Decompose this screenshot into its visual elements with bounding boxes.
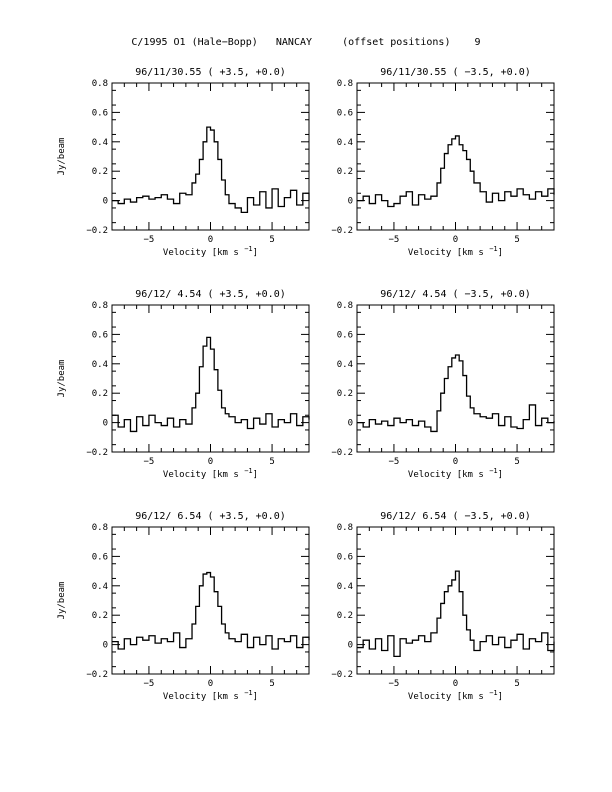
y-tick-label: 0.4 — [92, 582, 108, 592]
x-tick-label: 0 — [208, 679, 213, 689]
panel-title: 96/12/ 4.54 ( +3.5, +0.0) — [135, 289, 286, 300]
plot-frame — [111, 82, 310, 231]
x-axis-label: Velocity [km s −1] — [408, 467, 503, 480]
y-tick-label: 0.6 — [92, 552, 108, 562]
y-tick-label: 0.2 — [337, 389, 353, 399]
y-tick-label: 0.2 — [337, 167, 353, 177]
y-tick-label: 0.2 — [337, 611, 353, 621]
x-tick-label: −5 — [389, 679, 400, 689]
x-axis-label: Velocity [km s −1] — [408, 689, 503, 702]
y-tick-label: −0.2 — [86, 670, 108, 680]
x-tick-label: −5 — [389, 235, 400, 245]
y-tick-label: 0.6 — [92, 330, 108, 340]
x-tick-label: 0 — [208, 235, 213, 245]
y-tick-label: 0.4 — [337, 138, 353, 148]
spectrum-line — [112, 571, 310, 650]
y-tick-label: 0.2 — [92, 611, 108, 621]
panel-5: 96/12/ 6.54 ( +3.5, +0.0) −5 0 5 −0.2 0 0.2 0.4… — [57, 511, 310, 702]
spectrum-line — [357, 354, 555, 433]
x-tick-label: 0 — [453, 457, 458, 467]
y-tick-label: 0.6 — [337, 330, 353, 340]
x-tick-label: 5 — [514, 679, 519, 689]
y-tick-label: 0.8 — [92, 523, 108, 533]
y-tick-label: 0.6 — [337, 108, 353, 118]
y-tick-label: −0.2 — [331, 226, 353, 236]
panel-title: 96/12/ 6.54 ( −3.5, +0.0) — [380, 511, 531, 522]
plot-frame — [356, 526, 555, 675]
x-tick-label: 5 — [514, 457, 519, 467]
spectrum-line — [112, 336, 310, 433]
page-title: C/1995 O1 (Hale−Bopp) NANCAY (offset pos… — [131, 37, 481, 48]
y-tick-label: 0.4 — [92, 138, 108, 148]
x-tick-label: −5 — [144, 457, 155, 467]
panel-title: 96/12/ 4.54 ( −3.5, +0.0) — [380, 289, 531, 300]
y-tick-label: 0.6 — [92, 108, 108, 118]
y-tick-label: 0 — [348, 641, 353, 651]
x-tick-label: 5 — [269, 457, 274, 467]
y-tick-label: 0.2 — [92, 167, 108, 177]
y-tick-label: 0.8 — [337, 523, 353, 533]
plot-frame — [111, 304, 310, 453]
panel-title: 96/11/30.55 ( +3.5, +0.0) — [135, 67, 286, 78]
x-tick-label: 0 — [453, 679, 458, 689]
x-tick-label: 5 — [269, 679, 274, 689]
y-tick-label: 0.8 — [337, 301, 353, 311]
y-tick-label: 0.8 — [92, 79, 108, 89]
plot-frame — [356, 82, 555, 231]
x-tick-label: −5 — [144, 679, 155, 689]
y-tick-label: 0.8 — [337, 79, 353, 89]
x-tick-label: 0 — [453, 235, 458, 245]
y-tick-label: 0.4 — [92, 360, 108, 370]
y-axis-label: Jy/beam — [57, 360, 67, 398]
y-tick-label: −0.2 — [86, 448, 108, 458]
panel-6: 96/12/ 6.54 ( −3.5, +0.0) −5 0 5 −0.2 0 0.2 0.4… — [331, 511, 555, 702]
spectrum-line — [112, 126, 310, 214]
panel-3: 96/12/ 4.54 ( +3.5, +0.0) −5 0 5 −0.2 0 0.2 0.4… — [57, 289, 310, 480]
x-tick-label: 0 — [208, 457, 213, 467]
panel-1: 96/11/30.55 ( +3.5, +0.0) −5 0 5 −0.2 0 0.2 0.4… — [57, 67, 310, 258]
y-tick-label: 0 — [103, 419, 108, 429]
panel-2: 96/11/30.55 ( −3.5, +0.0) −5 0 5 −0.2 0 0.2 0.4… — [331, 67, 555, 258]
y-axis-label: Jy/beam — [57, 582, 67, 620]
y-tick-label: 0 — [348, 419, 353, 429]
y-tick-label: 0 — [348, 197, 353, 207]
spectrum-line — [357, 570, 555, 658]
plot-frame — [111, 526, 310, 675]
x-axis-label: Velocity [km s −1] — [408, 245, 503, 258]
y-tick-label: 0.2 — [92, 389, 108, 399]
panel-title: 96/11/30.55 ( −3.5, +0.0) — [380, 67, 531, 78]
spectrum-line — [357, 135, 555, 208]
x-axis-label: Velocity [km s −1] — [163, 467, 258, 480]
panel-4: 96/12/ 4.54 ( −3.5, +0.0) −5 0 5 −0.2 0 0.2 0.4… — [331, 289, 555, 480]
y-tick-label: 0 — [103, 641, 108, 651]
x-tick-label: 5 — [269, 235, 274, 245]
x-tick-label: −5 — [389, 457, 400, 467]
plot-frame — [356, 304, 555, 453]
y-tick-label: 0 — [103, 197, 108, 207]
x-axis-label: Velocity [km s −1] — [163, 245, 258, 258]
y-axis-label: Jy/beam — [57, 138, 67, 176]
x-axis-label: Velocity [km s −1] — [163, 689, 258, 702]
y-tick-label: −0.2 — [331, 670, 353, 680]
panel-title: 96/12/ 6.54 ( +3.5, +0.0) — [135, 511, 286, 522]
y-tick-label: 0.4 — [337, 582, 353, 592]
y-tick-label: 0.8 — [92, 301, 108, 311]
x-tick-label: −5 — [144, 235, 155, 245]
y-tick-label: −0.2 — [86, 226, 108, 236]
y-tick-label: 0.4 — [337, 360, 353, 370]
y-tick-label: −0.2 — [331, 448, 353, 458]
x-tick-label: 5 — [514, 235, 519, 245]
y-tick-label: 0.6 — [337, 552, 353, 562]
